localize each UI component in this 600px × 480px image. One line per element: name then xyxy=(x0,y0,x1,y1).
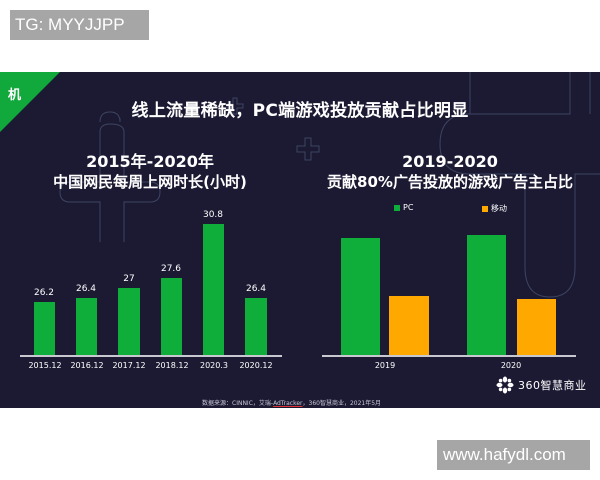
logo-text: 360智慧商业 xyxy=(518,379,587,392)
360-flower-icon xyxy=(496,376,514,394)
brand-logo: 360智慧商业 xyxy=(496,376,587,394)
left-chart-x-axis xyxy=(20,355,282,357)
slide-title: 线上流量稀缺，PC端游戏投放贡献占比明显 xyxy=(131,101,469,121)
left-chart-title: 2015年-2020年 中国网民每周上网时长(小时) xyxy=(20,152,280,192)
left-chart-subtitle: 中国网民每周上网时长(小时) xyxy=(53,173,247,191)
legend-label-mobile: 移动 xyxy=(491,204,507,213)
legend-label-pc: PC xyxy=(403,203,414,212)
x-tick-label: 2020.3 xyxy=(200,361,228,370)
value-label: 26.4 xyxy=(245,284,267,294)
bar-mobile-2019 xyxy=(389,296,429,355)
legend-item-pc: PC xyxy=(394,203,413,212)
value-label: 26.4 xyxy=(75,284,97,294)
source-suffix: ，360智慧商业，2021年5月 xyxy=(302,400,382,407)
legend-item-mobile: 移动 xyxy=(482,203,507,214)
legend-swatch-pc xyxy=(394,204,400,211)
source-prefix: 数据来源：CINNIC，艾瑞- xyxy=(202,400,274,407)
right-chart-x-axis xyxy=(322,355,576,357)
x-tick-label: 2018.12 xyxy=(155,361,189,370)
decorative-background-lines xyxy=(59,72,600,298)
bar-2018-12 xyxy=(161,278,182,355)
value-label: 27 xyxy=(123,274,135,284)
bar-pc-2019 xyxy=(341,238,380,355)
x-tick-label: 2019 xyxy=(374,361,396,370)
bar-2020-3 xyxy=(203,224,224,355)
bar-pc-2020 xyxy=(467,235,506,355)
value-label: 26.2 xyxy=(33,288,55,298)
value-label: 30.8 xyxy=(202,210,224,220)
right-chart-title-line1: 2019-2020 xyxy=(402,152,498,171)
x-tick-label: 2020 xyxy=(500,361,522,370)
watermark-bottom-right: www.hafydl.com xyxy=(437,440,590,470)
data-source-note: 数据来源：CINNIC，艾瑞-AdTracker，360智慧商业，2021年5月 xyxy=(202,398,381,407)
value-label: 27.6 xyxy=(160,264,182,274)
x-tick-label: 2017.12 xyxy=(112,361,146,370)
bar-2020-12 xyxy=(245,298,267,355)
bar-2017-12 xyxy=(118,288,140,355)
legend-swatch-mobile xyxy=(482,205,488,212)
x-tick-label: 2020.12 xyxy=(239,361,273,370)
left-chart-title-line1: 2015年-2020年 xyxy=(86,152,214,171)
corner-badge-char: 机 xyxy=(8,88,22,103)
right-chart-title: 2019-2020 贡献80%广告投放的游戏广告主占比 xyxy=(310,152,590,192)
corner-badge xyxy=(0,72,60,132)
source-link: AdTracker xyxy=(273,400,303,407)
slide: 机 线上流量稀缺，PC端游戏投放贡献占比明显 2015年-2020年 中国网民每… xyxy=(0,72,600,408)
watermark-top-left: TG: MYYJJPP xyxy=(10,10,149,40)
right-chart-subtitle: 贡献80%广告投放的游戏广告主占比 xyxy=(327,173,573,191)
bar-2016-12 xyxy=(76,298,97,355)
x-tick-label: 2015.12 xyxy=(28,361,62,370)
bar-mobile-2020 xyxy=(517,299,556,355)
bar-2015-12 xyxy=(34,302,55,355)
x-tick-label: 2016.12 xyxy=(70,361,104,370)
